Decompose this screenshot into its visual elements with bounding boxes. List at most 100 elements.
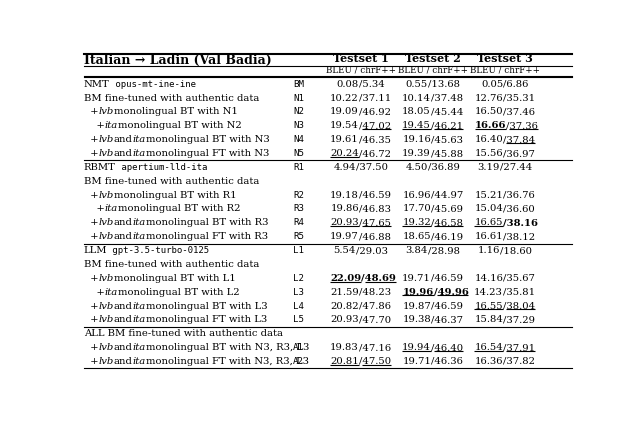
- Text: and: and: [114, 135, 132, 144]
- Text: ita: ita: [104, 205, 118, 213]
- Text: ita: ita: [104, 288, 118, 297]
- Text: /5.34: /5.34: [359, 80, 385, 89]
- Text: +: +: [84, 191, 99, 200]
- Text: /46.83: /46.83: [359, 205, 391, 213]
- Text: 12.76: 12.76: [474, 94, 503, 102]
- Text: 15.56: 15.56: [474, 149, 503, 158]
- Text: and: and: [114, 149, 132, 158]
- Text: monolingual BT with L3: monolingual BT with L3: [146, 301, 268, 311]
- Text: /46.88: /46.88: [359, 232, 391, 241]
- Text: 14.16: 14.16: [474, 274, 503, 283]
- Text: +: +: [84, 219, 99, 227]
- Text: apertium-lld-ita: apertium-lld-ita: [116, 163, 207, 172]
- Text: 16.96: 16.96: [403, 191, 431, 200]
- Text: 19.71: 19.71: [402, 274, 431, 283]
- Text: R5: R5: [293, 232, 304, 241]
- Text: /46.40: /46.40: [431, 343, 463, 352]
- Text: /36.89: /36.89: [428, 163, 460, 172]
- Text: 19.71: 19.71: [403, 357, 431, 366]
- Text: L2: L2: [293, 274, 304, 283]
- Text: gpt-3.5-turbo-0125: gpt-3.5-turbo-0125: [108, 246, 209, 255]
- Text: /44.97: /44.97: [431, 191, 463, 200]
- Text: BM fine-tuned with authentic data: BM fine-tuned with authentic data: [84, 260, 259, 269]
- Text: /13.68: /13.68: [428, 80, 460, 89]
- Text: ita: ita: [132, 135, 146, 144]
- Text: /35.81: /35.81: [503, 288, 535, 297]
- Text: 19.45: 19.45: [402, 121, 431, 131]
- Text: /48.23: /48.23: [359, 288, 391, 297]
- Text: +: +: [84, 205, 104, 213]
- Text: and: and: [114, 343, 132, 352]
- Text: and: and: [114, 301, 132, 311]
- Text: /46.59: /46.59: [359, 191, 391, 200]
- Text: 17.70: 17.70: [403, 205, 431, 213]
- Text: 4.50: 4.50: [406, 163, 428, 172]
- Text: /46.19: /46.19: [431, 232, 463, 241]
- Text: A1: A1: [293, 343, 304, 352]
- Text: 14.23: 14.23: [474, 288, 503, 297]
- Text: monolingual BT with L2: monolingual BT with L2: [118, 288, 239, 297]
- Text: 16.61: 16.61: [474, 232, 503, 241]
- Text: lvb: lvb: [99, 357, 114, 366]
- Text: 0.05: 0.05: [481, 80, 503, 89]
- Text: BM: BM: [293, 80, 304, 89]
- Text: monolingual BT with N2: monolingual BT with N2: [118, 121, 242, 131]
- Text: 19.97: 19.97: [330, 232, 359, 241]
- Text: ALL BM fine-tuned with authentic data: ALL BM fine-tuned with authentic data: [84, 329, 283, 338]
- Text: LLM: LLM: [84, 246, 108, 255]
- Text: 19.16: 19.16: [403, 135, 431, 144]
- Text: /27.44: /27.44: [500, 163, 532, 172]
- Text: NMT: NMT: [84, 80, 109, 89]
- Text: +: +: [84, 121, 104, 131]
- Text: monolingual FT with N3, R3, L3: monolingual FT with N3, R3, L3: [146, 357, 308, 366]
- Text: 19.87: 19.87: [403, 301, 431, 311]
- Text: 15.21: 15.21: [474, 191, 503, 200]
- Text: N3: N3: [293, 121, 304, 131]
- Text: 4.94: 4.94: [333, 163, 356, 172]
- Text: RBMT: RBMT: [84, 163, 116, 172]
- Text: BLEU / chrF++: BLEU / chrF++: [326, 65, 396, 74]
- Text: 19.83: 19.83: [330, 343, 359, 352]
- Text: monolingual FT with N3: monolingual FT with N3: [146, 149, 269, 158]
- Text: R2: R2: [293, 191, 304, 200]
- Text: 20.24: 20.24: [330, 149, 359, 158]
- Text: lvb: lvb: [99, 301, 114, 311]
- Text: monolingual BT with R1: monolingual BT with R1: [114, 191, 236, 200]
- Text: /46.21: /46.21: [431, 121, 463, 131]
- Text: monolingual FT with R3: monolingual FT with R3: [146, 232, 268, 241]
- Text: N1: N1: [293, 94, 304, 102]
- Text: 21.59: 21.59: [330, 288, 359, 297]
- Text: lvb: lvb: [99, 232, 114, 241]
- Text: 19.38: 19.38: [403, 315, 431, 325]
- Text: lvb: lvb: [99, 135, 114, 144]
- Text: 16.36: 16.36: [474, 357, 503, 366]
- Text: /29.03: /29.03: [356, 246, 388, 255]
- Text: /46.92: /46.92: [359, 107, 391, 117]
- Text: /6.86: /6.86: [503, 80, 529, 89]
- Text: /37.50: /37.50: [356, 163, 388, 172]
- Text: 18.65: 18.65: [403, 232, 431, 241]
- Text: ita: ita: [132, 343, 146, 352]
- Text: ita: ita: [104, 121, 118, 131]
- Text: /37.11: /37.11: [359, 94, 391, 102]
- Text: /47.50: /47.50: [359, 357, 391, 366]
- Text: /47.16: /47.16: [359, 343, 391, 352]
- Text: /37.48: /37.48: [431, 94, 463, 102]
- Text: 10.14: 10.14: [402, 94, 431, 102]
- Text: L5: L5: [293, 315, 304, 325]
- Text: opus-mt-ine-ine: opus-mt-ine-ine: [109, 80, 196, 89]
- Text: /37.84: /37.84: [503, 135, 535, 144]
- Text: 18.05: 18.05: [402, 107, 431, 117]
- Text: /46.36: /46.36: [431, 357, 463, 366]
- Text: and: and: [114, 232, 132, 241]
- Text: 19.86: 19.86: [330, 205, 359, 213]
- Text: 19.96: 19.96: [403, 288, 433, 297]
- Text: 3.19: 3.19: [477, 163, 500, 172]
- Text: monolingual BT with R3: monolingual BT with R3: [146, 219, 268, 227]
- Text: 19.39: 19.39: [402, 149, 431, 158]
- Text: /45.88: /45.88: [431, 149, 463, 158]
- Text: +: +: [84, 343, 99, 352]
- Text: 16.55: 16.55: [474, 301, 503, 311]
- Text: L4: L4: [293, 301, 304, 311]
- Text: 19.61: 19.61: [330, 135, 359, 144]
